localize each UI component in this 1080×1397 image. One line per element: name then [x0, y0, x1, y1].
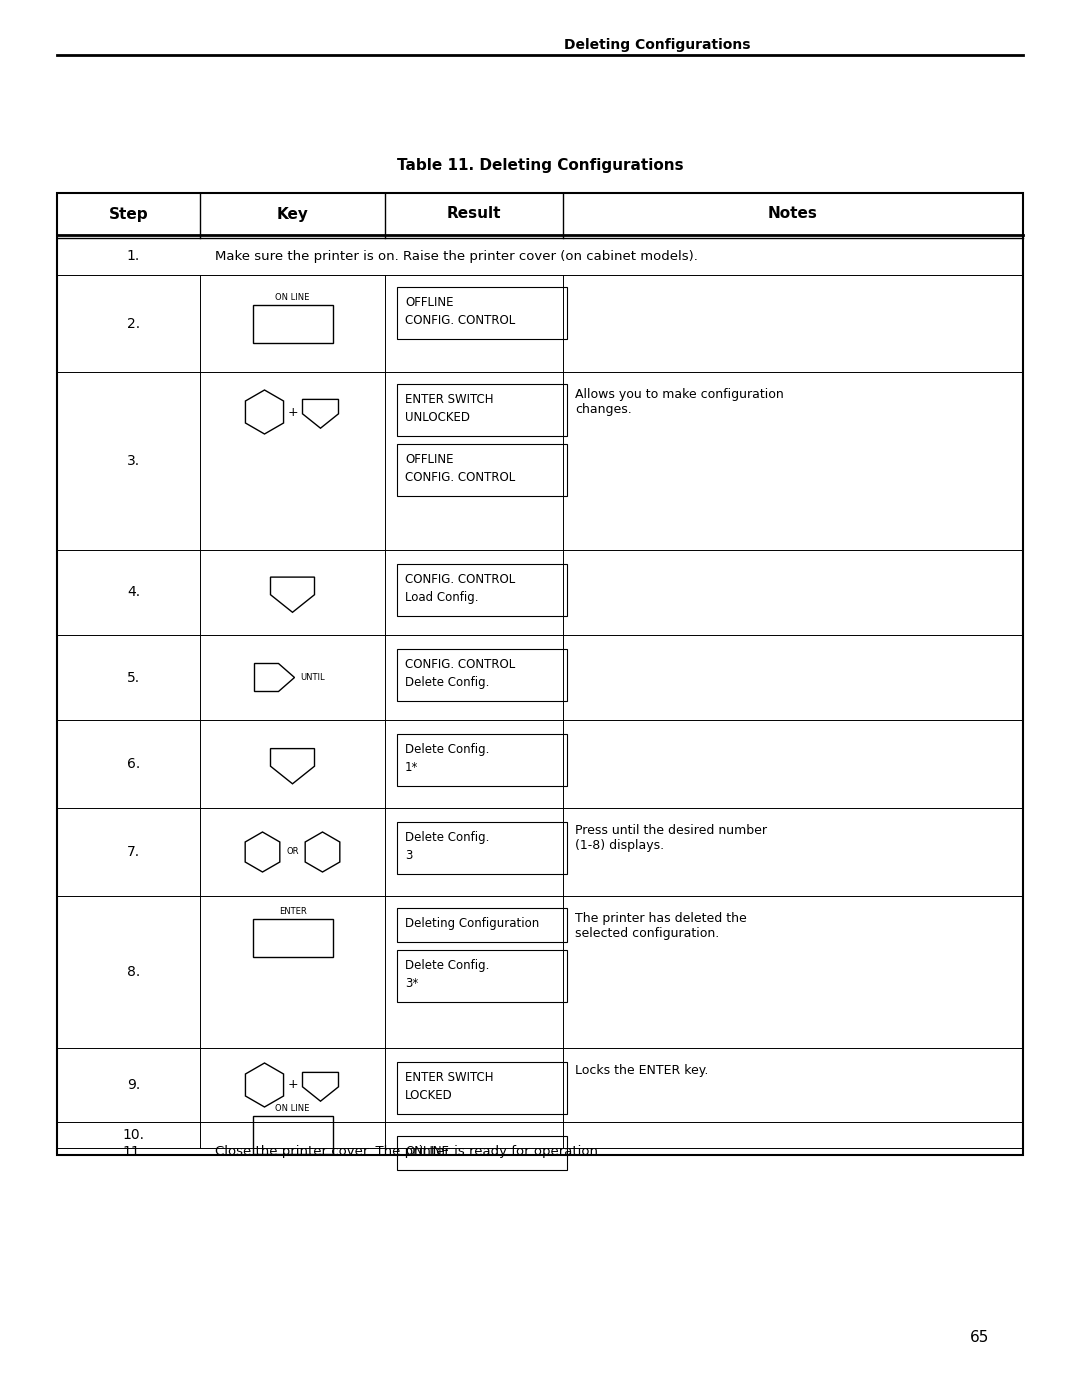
Text: Allows you to make configuration
changes.: Allows you to make configuration changes… [575, 388, 784, 416]
Text: 11.: 11. [122, 1144, 145, 1158]
Bar [253, 305, 333, 342]
Bar [253, 919, 333, 957]
Text: 2.: 2. [127, 317, 140, 331]
Text: Delete Config.: Delete Config. [405, 831, 489, 844]
Bar [397, 1136, 567, 1171]
Text: ENTER: ENTER [279, 907, 307, 916]
Text: 1.: 1. [126, 250, 140, 264]
Text: ON LINE: ON LINE [275, 1104, 310, 1113]
Text: 10.: 10. [122, 1127, 145, 1141]
Text: CONFIG. CONTROL: CONFIG. CONTROL [405, 658, 515, 671]
Text: UNTIL: UNTIL [300, 673, 325, 682]
Bar [253, 1116, 333, 1154]
Text: Delete Config.: Delete Config. [405, 958, 489, 972]
Text: ON LINE: ON LINE [275, 292, 310, 302]
Bar [397, 1062, 567, 1113]
Bar [397, 650, 567, 701]
Text: Make sure the printer is on. Raise the printer cover (on cabinet models).: Make sure the printer is on. Raise the p… [215, 250, 698, 263]
Text: CONFIG. CONTROL: CONFIG. CONTROL [405, 314, 515, 327]
Text: Delete Config.: Delete Config. [405, 676, 489, 689]
Bar [397, 384, 567, 436]
Bar [57, 193, 1023, 1155]
Text: +: + [287, 405, 298, 419]
Text: Deleting Configuration: Deleting Configuration [405, 916, 539, 930]
Bar [397, 564, 567, 616]
Text: CONFIG. CONTROL: CONFIG. CONTROL [405, 471, 515, 483]
Text: Locks the ENTER key.: Locks the ENTER key. [575, 1065, 708, 1077]
Text: Notes: Notes [768, 207, 818, 222]
Bar [397, 950, 567, 1002]
Text: 5.: 5. [127, 671, 140, 685]
Text: Deleting Configurations: Deleting Configurations [564, 38, 750, 52]
Bar [397, 444, 567, 496]
Text: The printer has deleted the
selected configuration.: The printer has deleted the selected con… [575, 912, 746, 940]
Text: UNLOCKED: UNLOCKED [405, 411, 470, 425]
Text: 3*: 3* [405, 977, 418, 990]
Text: Table 11. Deleting Configurations: Table 11. Deleting Configurations [396, 158, 684, 173]
Text: Result: Result [447, 207, 501, 222]
Text: Delete Config.: Delete Config. [405, 743, 489, 756]
Text: Key: Key [276, 207, 309, 222]
Text: OFFLINE: OFFLINE [405, 296, 454, 309]
Text: ENTER SWITCH: ENTER SWITCH [405, 1071, 494, 1084]
Text: ONLINE: ONLINE [405, 1146, 449, 1158]
Text: 8.: 8. [126, 965, 140, 979]
Bar [397, 821, 567, 875]
Bar [397, 733, 567, 787]
Text: 4.: 4. [127, 585, 140, 599]
Text: ENTER SWITCH: ENTER SWITCH [405, 393, 494, 407]
Text: 6.: 6. [126, 757, 140, 771]
Text: +: + [287, 1078, 298, 1091]
Text: Step: Step [109, 207, 148, 222]
Text: Load Config.: Load Config. [405, 591, 478, 604]
Text: Close the printer cover. The printer is ready for operation.: Close the printer cover. The printer is … [215, 1146, 603, 1158]
Text: 3: 3 [405, 849, 413, 862]
Text: 1*: 1* [405, 761, 418, 774]
Text: LOCKED: LOCKED [405, 1090, 453, 1102]
Text: CONFIG. CONTROL: CONFIG. CONTROL [405, 573, 515, 585]
Text: 7.: 7. [127, 845, 140, 859]
Bar [397, 908, 567, 942]
Text: 65: 65 [970, 1330, 989, 1344]
Text: OR: OR [286, 848, 299, 856]
Bar [397, 286, 567, 339]
Text: 9.: 9. [126, 1078, 140, 1092]
Text: Press until the desired number
(1-8) displays.: Press until the desired number (1-8) dis… [575, 824, 767, 852]
Text: OFFLINE: OFFLINE [405, 453, 454, 467]
Text: 3.: 3. [127, 454, 140, 468]
